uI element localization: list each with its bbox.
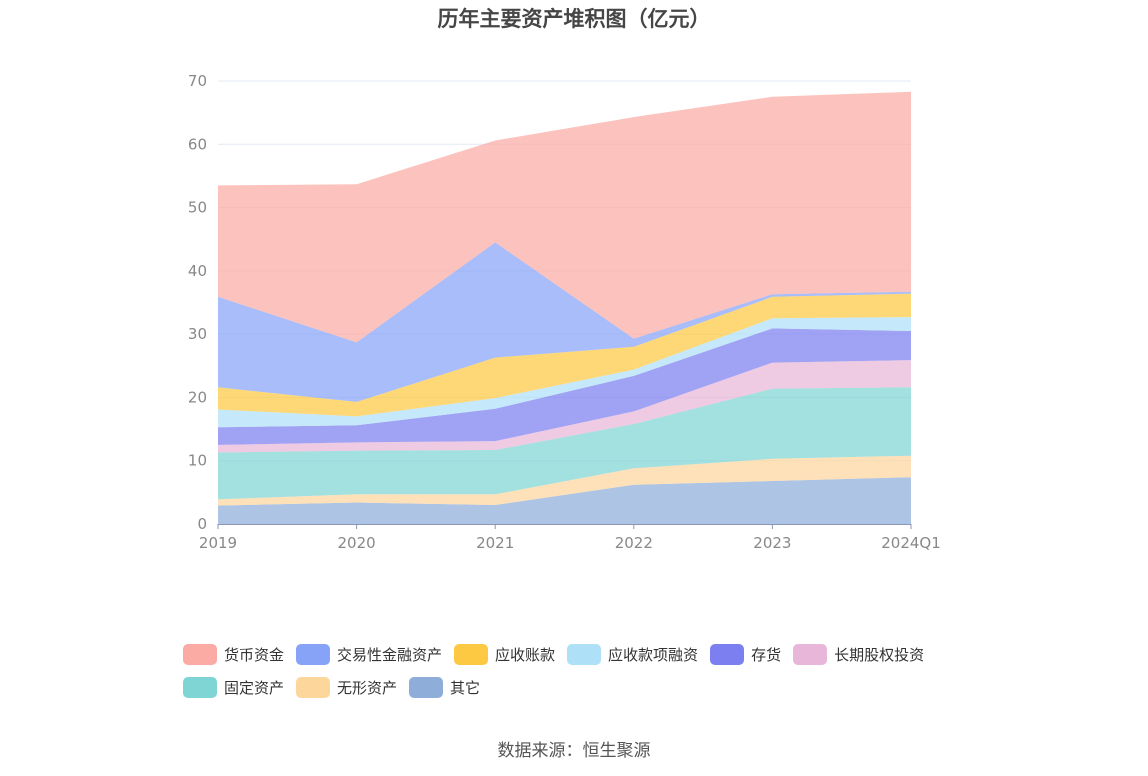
legend-label: 长期股权投资: [834, 646, 925, 664]
legend-item[interactable]: 无形资产: [296, 677, 397, 698]
x-tick-label: 2020: [338, 534, 376, 552]
area-series: [218, 455, 911, 506]
legend-label: 无形资产: [337, 679, 398, 697]
y-tick-label: 50: [188, 199, 207, 217]
area-series: [218, 293, 911, 417]
legend-row: 货币资金 交易性金融资产 应收账款 应收款项融资 存货 长期股权投资: [183, 638, 983, 671]
legend-swatch: [296, 644, 331, 665]
x-tick-label: 2022: [615, 534, 653, 552]
area-series: [218, 360, 911, 453]
x-tick-label: 2019: [199, 534, 237, 552]
legend-item[interactable]: 存货: [710, 644, 781, 665]
area-series: [218, 317, 911, 428]
legend-item[interactable]: 长期股权投资: [793, 644, 924, 665]
area-series: [218, 477, 911, 524]
x-tick-label: 2021: [476, 534, 514, 552]
legend-label: 应收款项融资: [608, 646, 699, 664]
legend-swatch: [793, 644, 828, 665]
y-tick-label: 0: [197, 515, 207, 533]
y-tick-label: 40: [188, 262, 207, 280]
legend-row: 固定资产 无形资产 其它: [183, 671, 983, 704]
x-tick-label: 2024Q1: [881, 534, 941, 552]
area-series: [218, 328, 911, 445]
legend-item[interactable]: 应收款项融资: [567, 644, 698, 665]
y-tick-label: 10: [188, 452, 207, 470]
legend-label: 其它: [450, 679, 481, 697]
legend-swatch: [710, 644, 745, 665]
area-series: [218, 242, 911, 402]
legend-swatch: [567, 644, 602, 665]
legend-label: 货币资金: [224, 646, 285, 664]
y-tick-label: 60: [188, 135, 207, 153]
legend-item[interactable]: 交易性金融资产: [296, 644, 442, 665]
x-tick-label: 2023: [753, 534, 791, 552]
legend-item[interactable]: 固定资产: [183, 677, 284, 698]
legend-label: 固定资产: [224, 679, 285, 697]
stacked-area-chart: 2019 2020 2021 2022 2023 2024Q1 0 10 20 30 40 50 60 7…: [188, 72, 941, 552]
legend-item[interactable]: 其它: [409, 677, 480, 698]
legend-swatch: [409, 677, 444, 698]
legend-item[interactable]: 货币资金: [183, 644, 284, 665]
legend: 货币资金 交易性金融资产 应收账款 应收款项融资 存货 长期股权投资 固定资产 无形资产 其它: [183, 638, 983, 704]
legend-swatch: [183, 677, 217, 698]
chart-title: 历年主要资产堆积图（亿元）: [437, 7, 711, 31]
area-series: [218, 387, 911, 500]
legend-swatch: [296, 677, 331, 698]
data-source-note: 数据来源：恒生聚源: [497, 741, 651, 761]
legend-swatch: [454, 644, 489, 665]
y-tick-label: 20: [188, 388, 207, 406]
legend-label: 交易性金融资产: [337, 646, 443, 664]
y-tick-label: 70: [188, 72, 207, 90]
y-tick-label: 30: [188, 325, 207, 343]
legend-label: 应收账款: [495, 646, 556, 664]
legend-item[interactable]: 应收账款: [454, 644, 555, 665]
legend-label: 存货: [751, 646, 782, 664]
area-series: [218, 91, 911, 343]
legend-swatch: [183, 644, 217, 665]
